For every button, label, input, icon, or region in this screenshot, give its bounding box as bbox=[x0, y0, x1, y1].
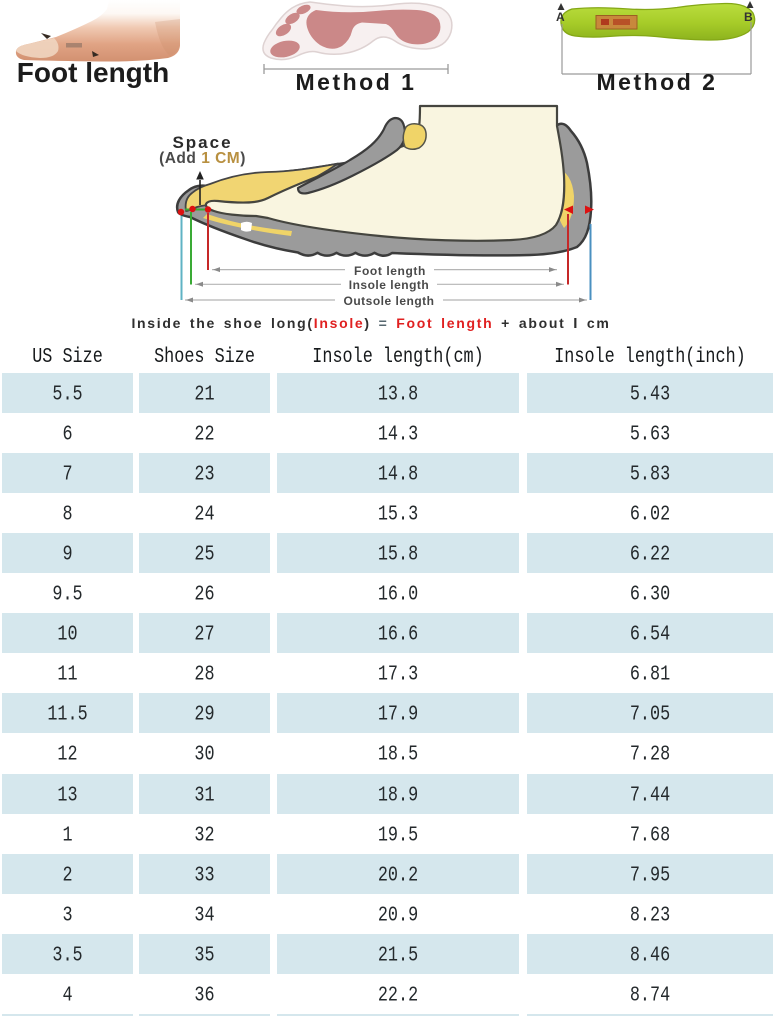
svg-text:A: A bbox=[556, 10, 565, 24]
svg-text:B: B bbox=[744, 10, 753, 24]
